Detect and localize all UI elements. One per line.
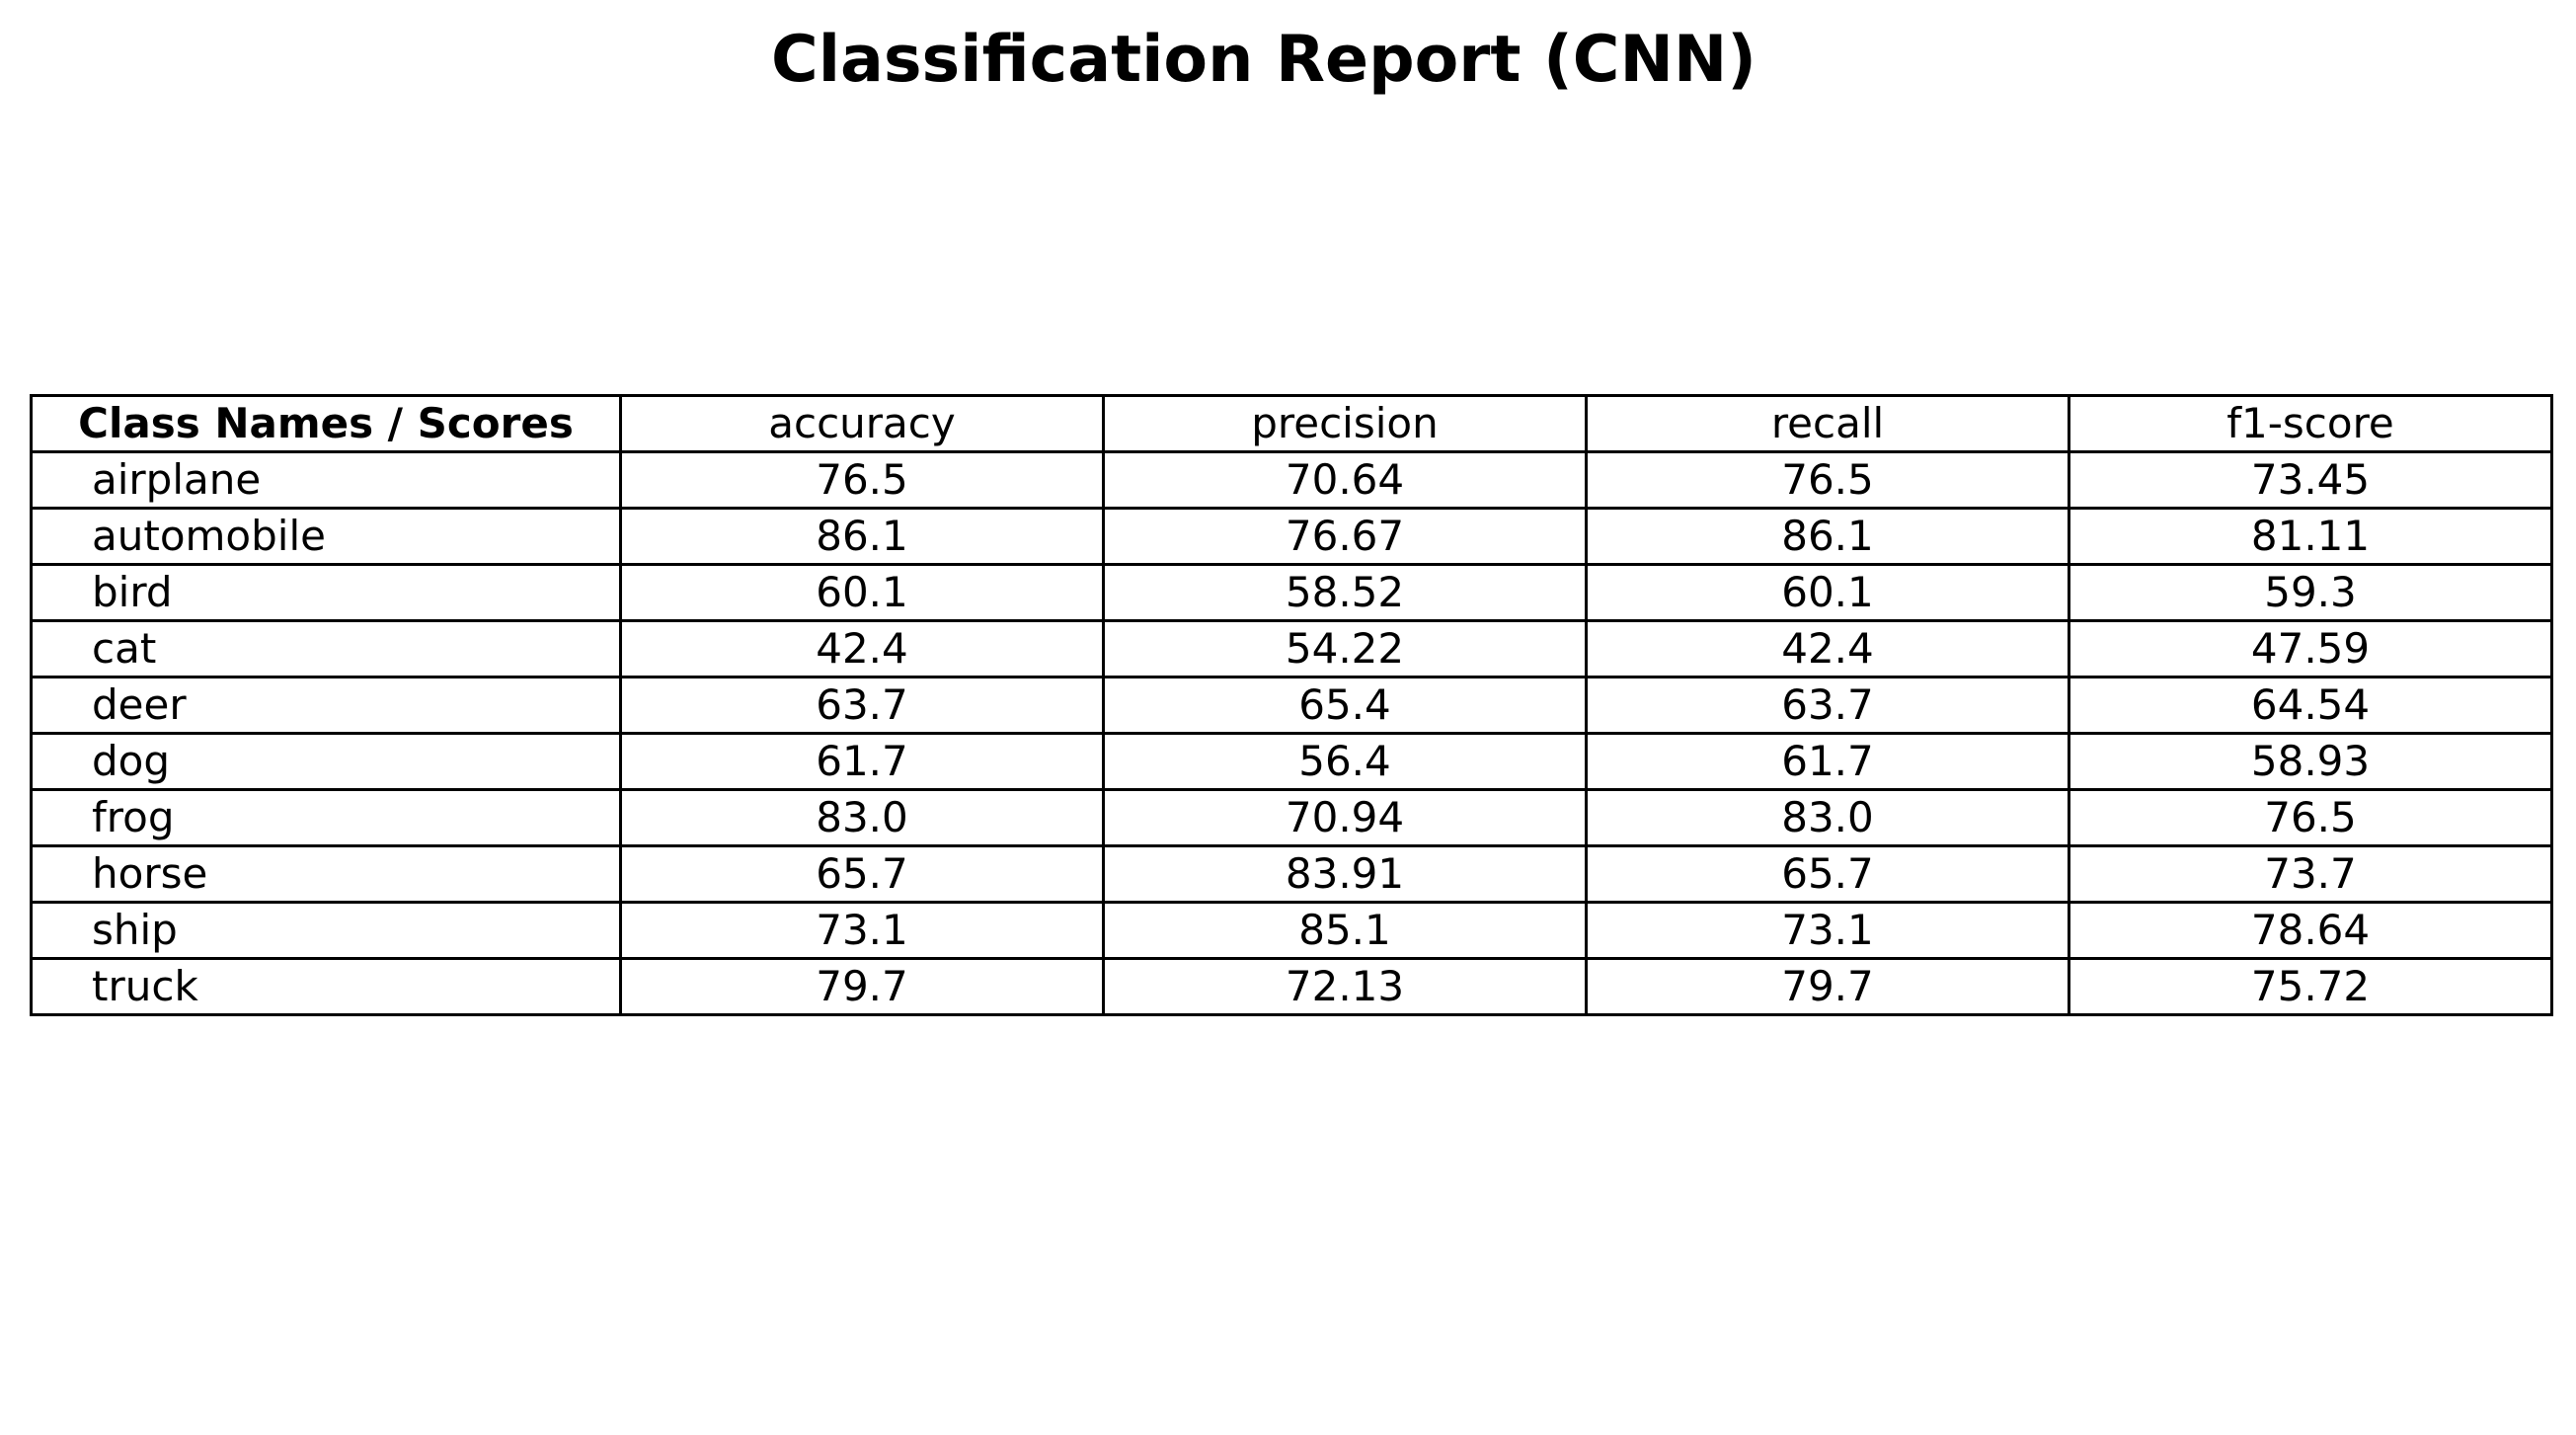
table-row: frog 83.0 70.94 83.0 76.5 — [30, 788, 2553, 847]
value-cell-f1-score: 81.11 — [2068, 507, 2553, 566]
value-cell-precision: 54.22 — [1102, 619, 1588, 678]
value-cell-f1-score: 73.7 — [2068, 844, 2553, 904]
column-header-recall: recall — [1585, 394, 2070, 453]
value-cell-accuracy: 79.7 — [619, 957, 1105, 1016]
table-row: dog 61.7 56.4 61.7 58.93 — [30, 732, 2553, 791]
row-label-cell: automobile — [30, 507, 622, 566]
value-cell-precision: 85.1 — [1102, 901, 1588, 960]
value-cell-recall: 61.7 — [1585, 732, 2070, 791]
row-label-cell: cat — [30, 619, 622, 678]
value-cell-recall: 60.1 — [1585, 563, 2070, 622]
table-row: horse 65.7 83.91 65.7 73.7 — [30, 844, 2553, 904]
chart-title: Classification Report (CNN) — [771, 23, 1756, 97]
row-label-cell: deer — [30, 676, 622, 735]
table-row: truck 79.7 72.13 79.7 75.72 — [30, 957, 2553, 1016]
value-cell-f1-score: 75.72 — [2068, 957, 2553, 1016]
value-cell-f1-score: 76.5 — [2068, 788, 2553, 847]
header-row: Class Names / Scores accuracy precision … — [30, 394, 2553, 453]
row-label-cell: airplane — [30, 450, 622, 510]
value-cell-accuracy: 76.5 — [619, 450, 1105, 510]
value-cell-accuracy: 60.1 — [619, 563, 1105, 622]
corner-header-cell: Class Names / Scores — [30, 394, 622, 453]
value-cell-f1-score: 47.59 — [2068, 619, 2553, 678]
row-label-cell: bird — [30, 563, 622, 622]
value-cell-precision: 72.13 — [1102, 957, 1588, 1016]
value-cell-recall: 73.1 — [1585, 901, 2070, 960]
value-cell-accuracy: 65.7 — [619, 844, 1105, 904]
value-cell-precision: 65.4 — [1102, 676, 1588, 735]
value-cell-recall: 86.1 — [1585, 507, 2070, 566]
value-cell-accuracy: 42.4 — [619, 619, 1105, 678]
value-cell-recall: 76.5 — [1585, 450, 2070, 510]
value-cell-accuracy: 86.1 — [619, 507, 1105, 566]
row-label-cell: ship — [30, 901, 622, 960]
table-row: cat 42.4 54.22 42.4 47.59 — [30, 619, 2553, 678]
table-row: automobile 86.1 76.67 86.1 81.11 — [30, 507, 2553, 566]
value-cell-recall: 63.7 — [1585, 676, 2070, 735]
row-label-cell: dog — [30, 732, 622, 791]
column-header-precision: precision — [1102, 394, 1588, 453]
row-label-cell: truck — [30, 957, 622, 1016]
table-row: deer 63.7 65.4 63.7 64.54 — [30, 676, 2553, 735]
row-label-cell: horse — [30, 844, 622, 904]
value-cell-recall: 65.7 — [1585, 844, 2070, 904]
value-cell-precision: 56.4 — [1102, 732, 1588, 791]
value-cell-precision: 76.67 — [1102, 507, 1588, 566]
row-label-cell: frog — [30, 788, 622, 847]
value-cell-accuracy: 61.7 — [619, 732, 1105, 791]
column-header-accuracy: accuracy — [619, 394, 1105, 453]
value-cell-f1-score: 73.45 — [2068, 450, 2553, 510]
value-cell-precision: 70.64 — [1102, 450, 1588, 510]
classification-report-table: Class Names / Scores accuracy precision … — [30, 394, 2553, 1016]
value-cell-f1-score: 59.3 — [2068, 563, 2553, 622]
table-row: ship 73.1 85.1 73.1 78.64 — [30, 901, 2553, 960]
value-cell-f1-score: 78.64 — [2068, 901, 2553, 960]
column-header-f1-score: f1-score — [2068, 394, 2553, 453]
value-cell-accuracy: 63.7 — [619, 676, 1105, 735]
table-row: airplane 76.5 70.64 76.5 73.45 — [30, 450, 2553, 510]
value-cell-recall: 83.0 — [1585, 788, 2070, 847]
value-cell-f1-score: 58.93 — [2068, 732, 2553, 791]
value-cell-f1-score: 64.54 — [2068, 676, 2553, 735]
value-cell-precision: 83.91 — [1102, 844, 1588, 904]
value-cell-accuracy: 83.0 — [619, 788, 1105, 847]
value-cell-recall: 42.4 — [1585, 619, 2070, 678]
table-body: airplane 76.5 70.64 76.5 73.45 automobile 86.1… — [30, 450, 2553, 1016]
value-cell-precision: 70.94 — [1102, 788, 1588, 847]
value-cell-recall: 79.7 — [1585, 957, 2070, 1016]
value-cell-accuracy: 73.1 — [619, 901, 1105, 960]
value-cell-precision: 58.52 — [1102, 563, 1588, 622]
table-row: bird 60.1 58.52 60.1 59.3 — [30, 563, 2553, 622]
